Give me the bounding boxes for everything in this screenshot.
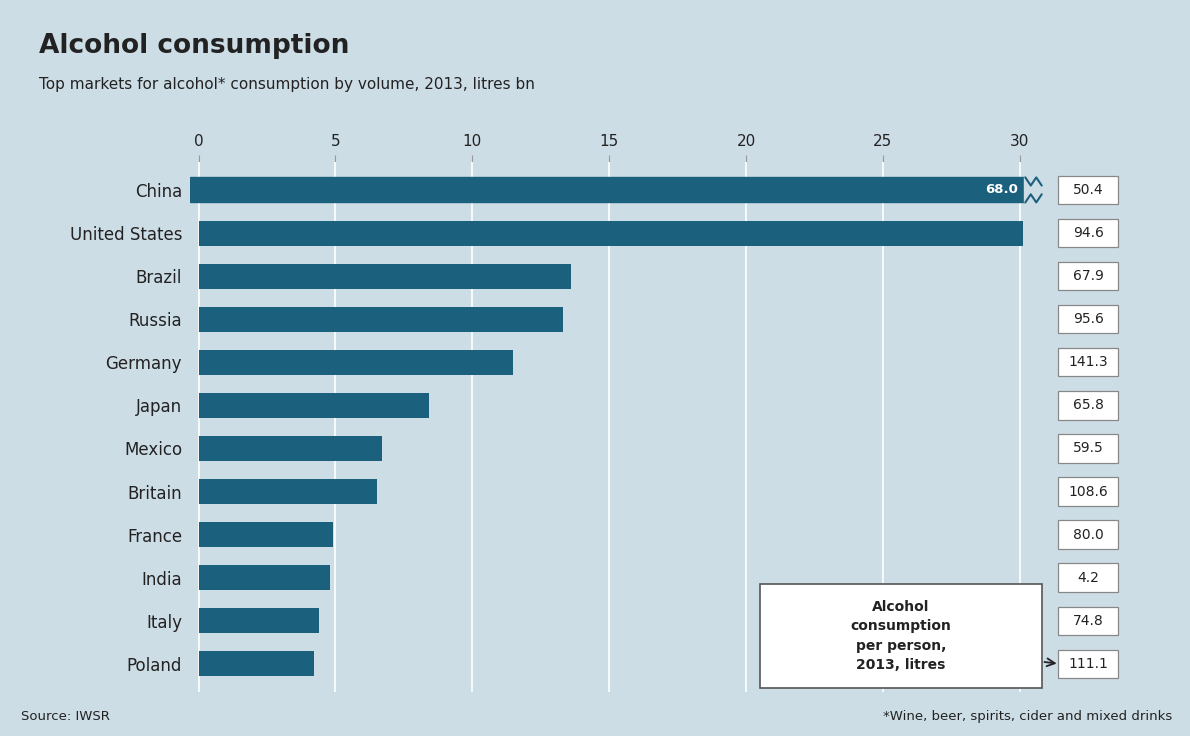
Bar [199,479,376,504]
FancyBboxPatch shape [1058,176,1119,204]
Text: 141.3: 141.3 [1069,355,1108,369]
FancyBboxPatch shape [759,584,1041,687]
Bar [190,177,1026,202]
Text: Top markets for alcohol* consumption by volume, 2013, litres bn: Top markets for alcohol* consumption by … [39,77,536,92]
Text: Source: IWSR: Source: IWSR [21,710,111,723]
Text: 4.2: 4.2 [1077,570,1100,584]
Text: 65.8: 65.8 [1073,398,1103,412]
Text: *Wine, beer, spirits, cider and mixed drinks: *Wine, beer, spirits, cider and mixed dr… [883,710,1172,723]
FancyBboxPatch shape [1058,434,1119,463]
Text: 68.0: 68.0 [985,183,1019,197]
Bar [199,651,314,676]
Text: 94.6: 94.6 [1073,226,1103,240]
FancyBboxPatch shape [1058,650,1119,678]
FancyBboxPatch shape [1058,348,1119,377]
FancyBboxPatch shape [1058,606,1119,635]
FancyBboxPatch shape [1058,520,1119,549]
Bar [199,608,319,633]
FancyBboxPatch shape [1058,564,1119,592]
Text: 59.5: 59.5 [1073,442,1103,456]
FancyBboxPatch shape [1058,219,1119,247]
Bar [199,177,1033,202]
Text: 74.8: 74.8 [1073,614,1103,628]
Bar [199,350,513,375]
Text: 111.1: 111.1 [1069,657,1108,670]
FancyArrowPatch shape [1045,659,1054,666]
FancyBboxPatch shape [1058,477,1119,506]
Text: 108.6: 108.6 [1069,484,1108,498]
Bar [199,221,1022,246]
Text: 67.9: 67.9 [1073,269,1103,283]
Text: 95.6: 95.6 [1073,312,1103,326]
Bar [199,393,428,418]
FancyBboxPatch shape [1058,391,1119,420]
Bar [199,307,563,332]
Text: Alcohol
consumption
per person,
2013, litres: Alcohol consumption per person, 2013, li… [851,600,951,672]
Text: 80.0: 80.0 [1073,528,1103,542]
Bar [199,436,382,461]
Bar [199,263,571,289]
Bar [199,565,330,590]
Text: 50.4: 50.4 [1073,183,1103,197]
Bar [199,522,333,547]
Text: Alcohol consumption: Alcohol consumption [39,33,350,59]
FancyBboxPatch shape [1058,262,1119,290]
Bar [1023,177,1044,202]
FancyBboxPatch shape [1058,305,1119,333]
